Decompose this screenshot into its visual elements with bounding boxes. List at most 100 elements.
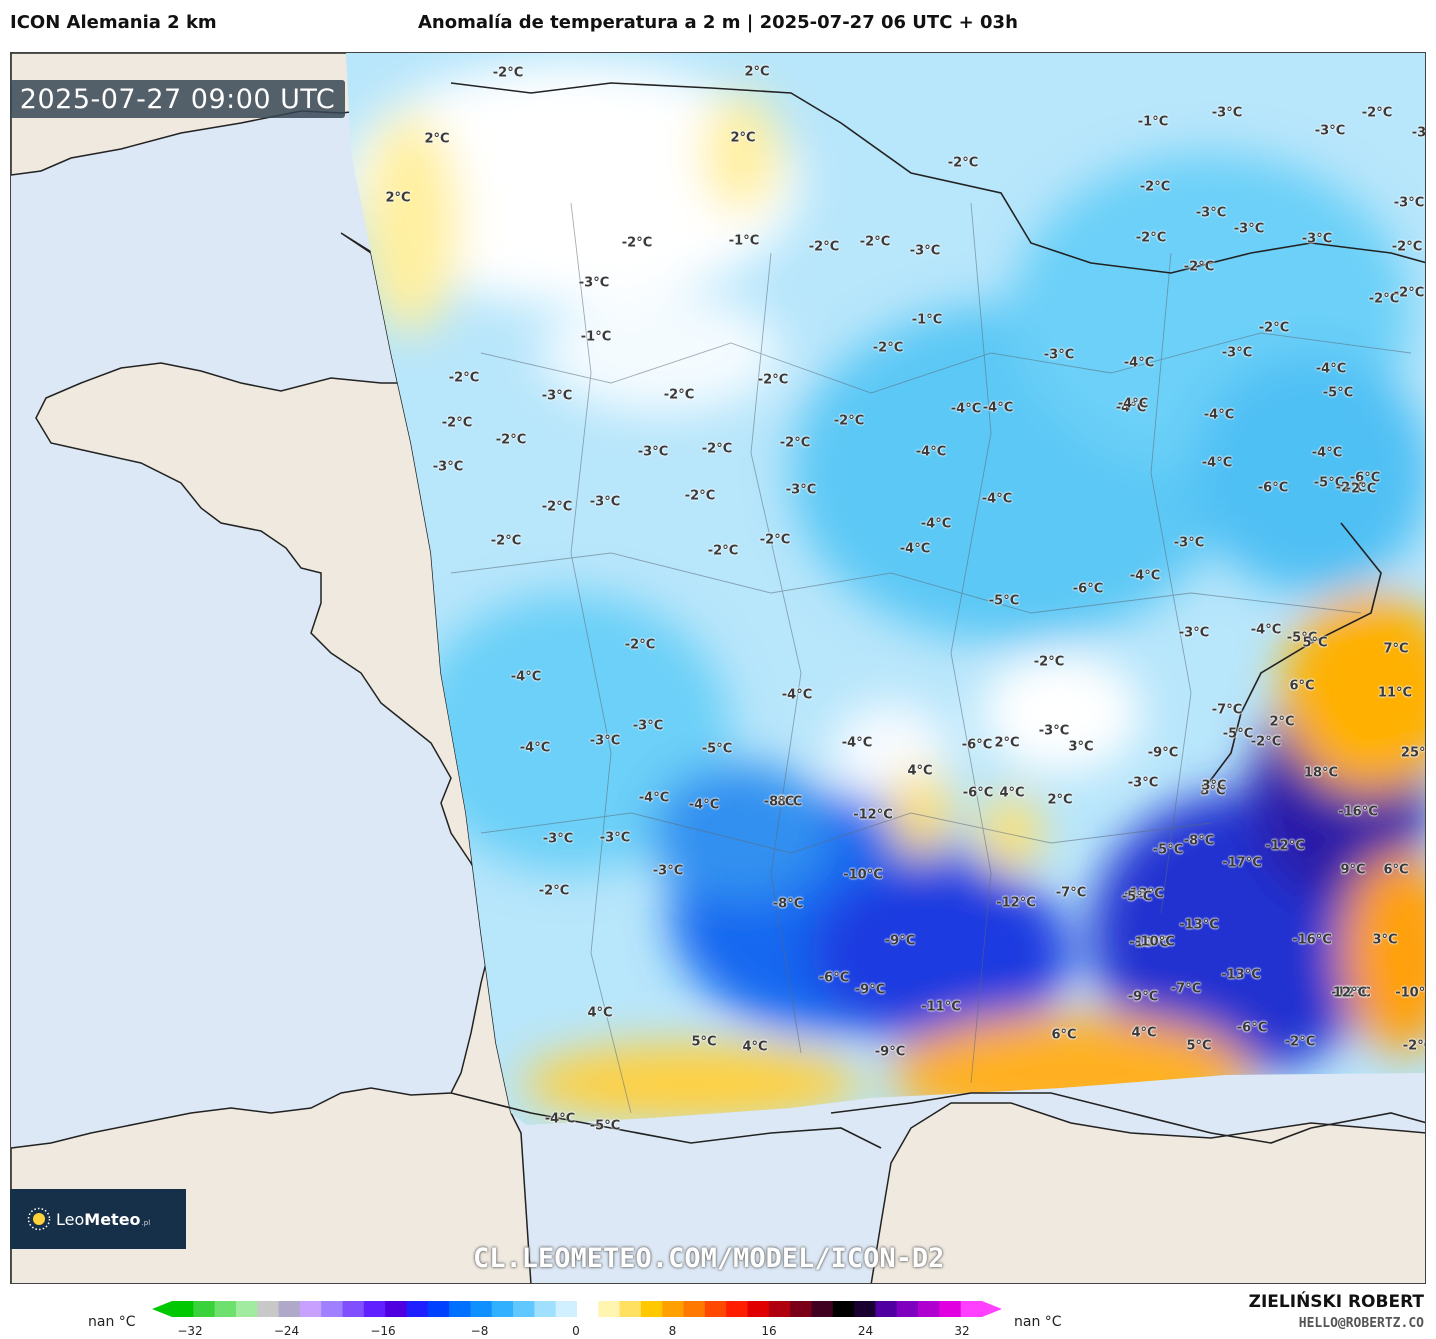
temperature-label: -2°C	[1250, 734, 1282, 750]
legend-color-cell	[640, 1301, 663, 1317]
temperature-label: -2°C	[1183, 259, 1215, 275]
temperature-label: -3°C	[1301, 231, 1333, 247]
logo-wordmark: LeoMeteo	[56, 1209, 141, 1229]
temperature-label: 25°C	[1400, 745, 1426, 761]
temperature-label: -16°C	[1292, 932, 1332, 948]
temperature-label: -5°C	[1313, 475, 1345, 491]
legend-color-cell	[534, 1301, 557, 1317]
temperature-label: -9°C	[1147, 745, 1179, 761]
temperature-label: 2°C	[1047, 792, 1073, 808]
temperature-label: 2°C	[424, 131, 450, 147]
legend-color-cell	[257, 1301, 280, 1317]
west-france-landmass	[11, 232, 1425, 1283]
temperature-label: 4°C	[587, 1005, 613, 1021]
legend-color-cell	[768, 1301, 791, 1317]
temperature-label: 2°C	[1269, 714, 1295, 730]
author-email[interactable]: HELLO@ROBERTZ.CO	[1298, 1316, 1424, 1331]
temperature-label: -2°C	[779, 435, 811, 451]
leometeo-logo[interactable]: LeoMeteo .pl	[10, 1189, 186, 1249]
temperature-label: -4°C	[1311, 445, 1343, 461]
temperature-label: -8°C	[763, 794, 795, 810]
legend-color-cell	[214, 1301, 237, 1317]
temperature-label: -6°C	[962, 785, 994, 801]
temperature-label: -2°C	[1139, 179, 1171, 195]
temperature-label: -5°C	[589, 1118, 621, 1134]
temperature-label: -3°C	[909, 243, 941, 259]
temperature-label: -2°C	[859, 234, 891, 250]
legend-arrow-max	[982, 1301, 1002, 1317]
temperature-label: -6°C	[1072, 581, 1104, 597]
map-area[interactable]: -2°C 2°C 2°C 2°C -1°C -3°C -2°C -3°C -3°C -2°C -2°…	[10, 52, 1426, 1284]
temperature-label: 9°C	[1340, 862, 1366, 878]
legend-tick-label: 16	[761, 1324, 777, 1338]
temperature-label: -4°C	[1203, 407, 1235, 423]
legend-nan-right: nan °C	[1014, 1314, 1062, 1330]
temperature-label: -7°C	[1055, 885, 1087, 901]
temperature-label: 6°C	[1289, 678, 1315, 694]
legend-tick-label: 24	[857, 1324, 874, 1338]
temperature-label: -4°C	[899, 541, 931, 557]
temperature-label: -2°C	[538, 883, 570, 899]
legend-arrow-min	[152, 1301, 172, 1317]
temperature-label: -3°C	[589, 733, 621, 749]
temperature-label: -3°C	[1043, 347, 1075, 363]
legend-color-cell	[555, 1301, 578, 1317]
temperature-label: -2°C	[1391, 239, 1423, 255]
temperature-label: -13°C	[1221, 967, 1261, 983]
temperature-label: 18°C	[1303, 765, 1339, 781]
temperature-label: -5°C	[1152, 842, 1184, 858]
legend-color-cell	[790, 1301, 812, 1317]
temperature-label: -2°C	[833, 413, 865, 429]
source-watermark[interactable]: CL.LEOMETEO.COM/MODEL/ICON-D2	[473, 1243, 945, 1274]
temperature-label: -2°C	[621, 235, 653, 251]
temperature-label: -1°C	[911, 312, 943, 328]
temperature-label: -2°C	[947, 155, 979, 171]
temperature-label: -4°C	[950, 401, 982, 417]
valid-time-badge: 2025-07-27 09:00 UTC	[10, 80, 345, 118]
temperature-label: -4°C	[1115, 400, 1147, 416]
temperature-label: -2°C	[684, 488, 716, 504]
temperature-label: -2°C	[541, 499, 573, 515]
legend-tick-label: 32	[954, 1324, 970, 1338]
temperature-label: -4°C	[510, 669, 542, 685]
temperature-label: -11°C	[921, 999, 961, 1015]
temperature-label: -3°C	[1411, 125, 1426, 141]
temperature-label: 11°C	[1377, 685, 1413, 701]
legend-nan-left: nan °C	[88, 1314, 136, 1330]
temperature-label: -3°C	[637, 444, 669, 460]
temperature-label: -4°C	[1123, 355, 1155, 371]
temperature-label: 7°C	[1383, 641, 1409, 657]
temperature-label: -2°C	[707, 543, 739, 559]
temperature-label: -10°C	[1395, 985, 1426, 1001]
legend-color-cell	[172, 1301, 194, 1317]
temperature-label: -2°C	[1335, 480, 1367, 496]
legend-color-cell	[342, 1301, 365, 1317]
temperature-label: -4°C	[1315, 361, 1347, 377]
chart-title: Anomalía de temperatura a 2 m | 2025-07-…	[418, 12, 1018, 33]
legend-color-cell	[811, 1301, 834, 1317]
temperature-label: -3°C	[1127, 775, 1159, 791]
legend-tick-label: −24	[273, 1324, 300, 1338]
legend-color-cell	[704, 1301, 727, 1317]
author-name: ZIELIŃSKI ROBERT	[1248, 1292, 1424, 1312]
temperature-label: -12°C	[1331, 985, 1371, 1001]
temperature-label: -3°C	[578, 275, 610, 291]
legend-tick-label: −8	[470, 1324, 489, 1338]
temperature-label: 5°C	[691, 1034, 717, 1050]
temperature-label: -2°C	[757, 372, 789, 388]
temperature-label: -2°C	[1393, 285, 1425, 301]
temperature-label: -8°C	[1183, 833, 1215, 849]
temperature-label: -3°C	[1393, 195, 1425, 211]
temperature-label: -5°C	[1286, 630, 1318, 646]
temperature-label: -6°C	[818, 970, 850, 986]
legend-tick-label: −32	[177, 1324, 203, 1338]
temperature-label: 2°C	[994, 735, 1020, 751]
temperature-label: -3°C	[541, 388, 573, 404]
temperature-label: -2°C	[448, 370, 480, 386]
temperature-label: -2°C	[1135, 230, 1167, 246]
logo-suffix: .pl	[141, 1219, 151, 1227]
temperature-label: -2°C	[663, 387, 695, 403]
legend-color-cell	[726, 1301, 749, 1317]
temperature-label: 12°C	[1332, 985, 1368, 1001]
temperature-label: -8°C	[771, 794, 803, 810]
